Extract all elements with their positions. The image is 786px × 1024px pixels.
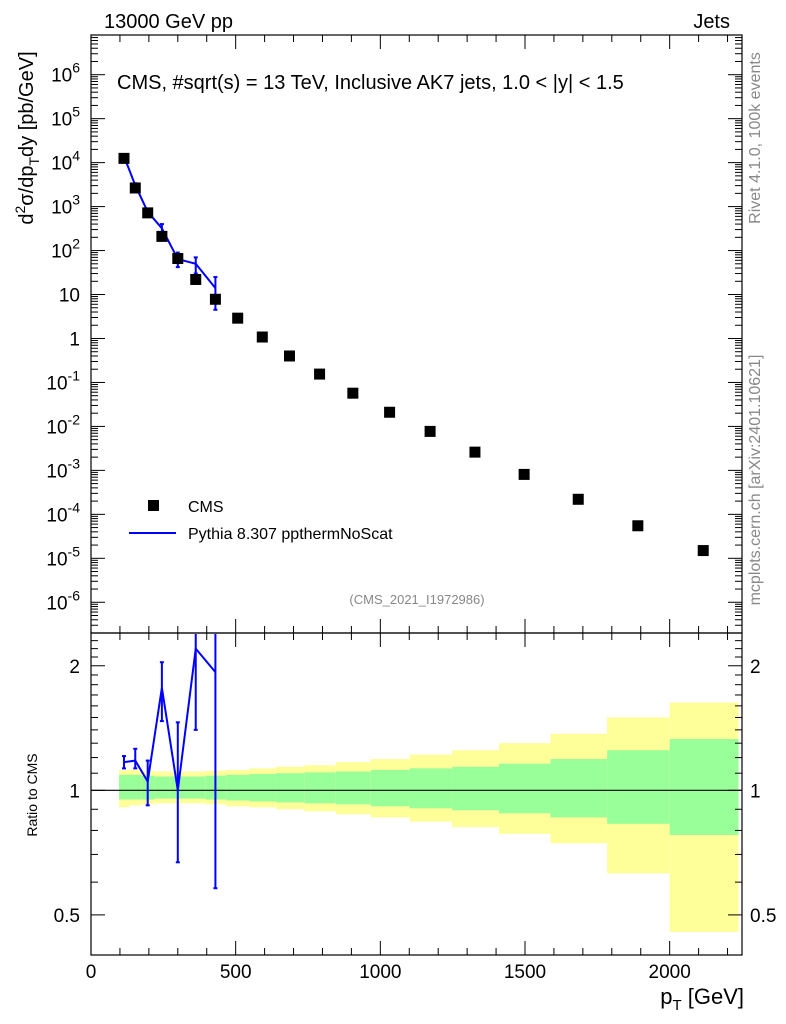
cms-data-point <box>256 331 268 343</box>
ratio-panel: 0.5 0.5 1 1 2 2 0 500 1000 1500 2000 Ratio to CMS… <box>24 632 776 1014</box>
main-frame <box>90 34 743 634</box>
main-y-tick-label: 1 <box>69 329 80 350</box>
cms-data-point <box>384 406 396 418</box>
stat-uncertainty-band <box>249 774 276 802</box>
cms-data-point <box>142 207 154 219</box>
cms-data-point <box>129 182 141 194</box>
cms-data-point <box>156 230 168 242</box>
ratio-frame <box>90 632 743 956</box>
cms-data-point <box>697 545 709 557</box>
ratio-y-tick-label: 1 <box>69 781 80 802</box>
main-panel: 10610510410310210110-110-210-310-410-510… <box>12 34 743 634</box>
energy-label: 13000 GeV pp <box>104 11 233 33</box>
main-y-axis-title: d2σ/dpTdy [pb/GeV] <box>12 51 42 224</box>
stat-uncertainty-band <box>186 776 206 799</box>
cms-data-point <box>347 387 359 399</box>
main-y-tick-label: 104 <box>51 148 80 175</box>
legend-cms-marker <box>148 500 159 511</box>
cms-data-point <box>172 252 184 264</box>
stat-uncertainty-band <box>409 768 453 809</box>
main-y-tick-label: 105 <box>51 104 80 131</box>
main-title: CMS, #sqrt(s) = 13 TeV, Inclusive AK7 je… <box>117 72 624 94</box>
ratio-y-tick-label: 2 <box>69 657 80 678</box>
x-tick-label: 1000 <box>359 962 401 983</box>
x-tick-label: 1500 <box>504 962 546 983</box>
stat-uncertainty-band <box>275 773 305 803</box>
main-y-tick-label: 10-6 <box>46 587 80 614</box>
stat-uncertainty-band <box>226 774 250 801</box>
stat-uncertainty-band <box>550 759 608 818</box>
source-label: mcplots.cern.ch [arXiv:2401.10621] <box>747 355 764 606</box>
x-tick-label: 0 <box>86 962 97 983</box>
analysis-id: (CMS_2021_I1972986) <box>349 592 484 607</box>
stat-uncertainty-band <box>119 774 130 800</box>
ratio-y-tick-label-right: 2 <box>750 657 761 678</box>
cms-data-point <box>314 368 326 380</box>
main-y-tick-label: 10-1 <box>46 367 80 394</box>
main-y-tick-label: 102 <box>51 236 80 263</box>
ratio-y-tick-label-right: 1 <box>750 781 761 802</box>
x-tick-label: 500 <box>220 962 252 983</box>
stat-uncertainty-band <box>304 772 336 804</box>
stat-uncertainty-band <box>335 771 371 805</box>
stat-uncertainty-band <box>498 763 551 814</box>
stat-uncertainty-band <box>129 774 142 800</box>
legend-pythia-label: Pythia 8.307 ppthermNoScat <box>188 526 393 543</box>
process-label: Jets <box>693 11 730 33</box>
cms-data-point <box>572 493 584 505</box>
stat-uncertainty-band <box>669 739 739 835</box>
main-y-tick-label: 106 <box>51 60 80 87</box>
ratio-y-axis-title: Ratio to CMS <box>24 753 40 836</box>
pythia-curve <box>123 155 217 289</box>
cms-data-point <box>209 293 221 305</box>
cms-data-point <box>632 520 644 532</box>
stat-uncertainty-band <box>154 776 170 799</box>
x-tick-label: 2000 <box>649 962 691 983</box>
main-y-tick-label: 103 <box>51 192 80 219</box>
cms-data-point <box>283 350 295 362</box>
ratio-y-tick-label-right: 0.5 <box>750 906 776 927</box>
stat-uncertainty-band <box>607 750 670 824</box>
cms-data-point <box>518 468 530 480</box>
main-y-tick-label: 10-5 <box>46 543 80 570</box>
cms-data-point <box>118 152 130 164</box>
rivet-label: Rivet 4.1.0, 100k events <box>747 52 764 224</box>
main-y-tick-label: 10-4 <box>46 499 80 526</box>
stat-uncertainty-band <box>370 769 410 807</box>
cms-data-point <box>424 425 436 437</box>
ratio-curve <box>123 646 217 791</box>
ratio-y-tick-label: 0.5 <box>54 906 80 927</box>
legend-cms-label: CMS <box>188 499 224 516</box>
legend: CMS Pythia 8.307 ppthermNoScat <box>129 499 393 543</box>
main-y-tick-label: 10 <box>59 286 80 307</box>
stat-uncertainty-band <box>452 766 499 811</box>
cms-data-point <box>469 446 481 458</box>
cms-data-point <box>190 273 202 285</box>
x-axis-title: pT [GeV] <box>660 984 744 1014</box>
main-y-tick-label: 10-3 <box>46 455 80 482</box>
cms-data-point <box>232 312 244 324</box>
main-y-tick-label: 10-2 <box>46 411 80 438</box>
